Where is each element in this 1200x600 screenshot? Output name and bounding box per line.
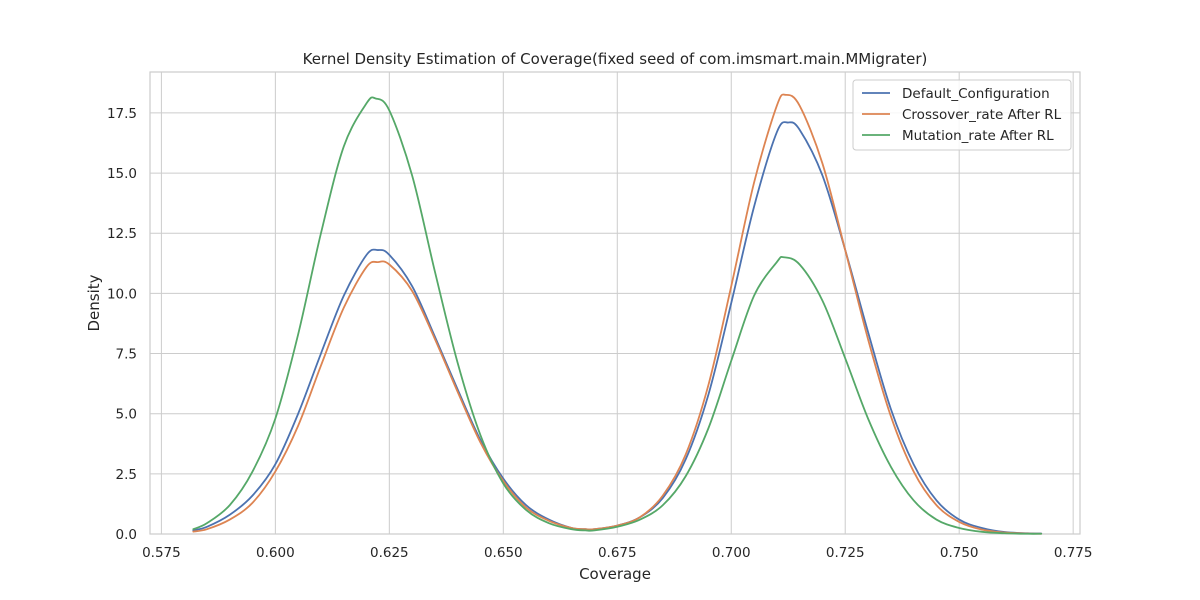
x-tick-label: 0.700 — [712, 545, 751, 561]
legend-items: Default_Configuration Crossover_rate Afte… — [862, 86, 1062, 144]
y-tick-label: 7.5 — [116, 347, 137, 363]
y-axis-label: Density — [85, 274, 103, 331]
x-tick-label: 0.625 — [370, 545, 409, 561]
plot-frame — [149, 71, 1081, 535]
tick-layer: 0.575 0.600 0.625 0.650 0.675 0.700 0.725 0.750… — [107, 106, 1093, 561]
x-tick-label: 0.675 — [598, 545, 637, 561]
legend: Default_Configuration Crossover_rate Afte… — [852, 79, 1072, 151]
series-line-3 — [192, 96, 1043, 535]
y-tick-label: 5.0 — [116, 407, 137, 423]
series-line-2 — [192, 93, 1043, 535]
x-tick-label: 0.725 — [826, 545, 865, 561]
chart-title: Kernel Density Estimation of Coverage(fi… — [303, 50, 928, 68]
y-tick-label: 10.0 — [107, 286, 137, 302]
y-tick-label: 12.5 — [107, 226, 137, 242]
x-tick-label: 0.575 — [142, 545, 181, 561]
y-tick-label: 17.5 — [107, 106, 137, 122]
y-tick-label: 2.5 — [116, 467, 137, 483]
series-layer — [192, 93, 1043, 535]
y-tick-label: 0.0 — [116, 527, 137, 543]
x-tick-label: 0.600 — [256, 545, 295, 561]
legend-label: Crossover_rate After RL — [902, 107, 1062, 123]
legend-label: Default_Configuration — [902, 86, 1050, 102]
y-tick-label: 15.0 — [107, 166, 137, 182]
x-tick-label: 0.650 — [484, 545, 523, 561]
x-tick-label: 0.750 — [940, 545, 979, 561]
x-axis-label: Coverage — [579, 565, 651, 583]
x-tick-label: 0.775 — [1054, 545, 1093, 561]
legend-box — [852, 79, 1072, 151]
legend-label: Mutation_rate After RL — [902, 128, 1054, 144]
